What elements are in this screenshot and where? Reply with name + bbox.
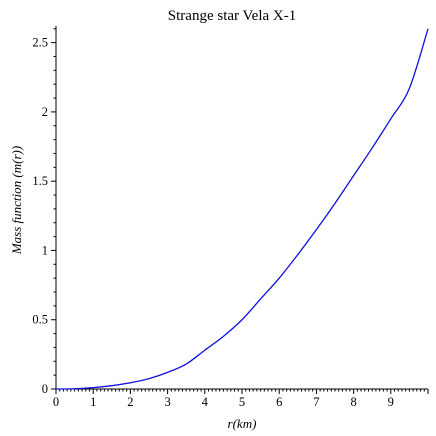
x-tick-label: 7 <box>313 395 319 409</box>
y-tick-label: 1.5 <box>32 174 48 188</box>
plot-area <box>55 28 429 390</box>
x-tick-label: 4 <box>202 395 209 409</box>
x-axis-label: r(km) <box>228 416 257 431</box>
x-tick-label: 1 <box>90 395 96 409</box>
x-tick-label: 3 <box>164 395 170 409</box>
x-tick-label: 0 <box>53 395 59 409</box>
x-tick-label: 2 <box>127 395 133 409</box>
y-tick-label: 0.5 <box>32 313 48 327</box>
x-tick-label: 5 <box>239 395 245 409</box>
y-axis-label: Mass function (m(r)) <box>9 146 24 255</box>
axes: 0 1 2 3 4 5 6 7 8 9 0 0.5 1 1.5 2 2.5 <box>32 26 429 409</box>
x-tick-label: 6 <box>276 395 282 409</box>
y-tick-label: 2 <box>42 105 48 119</box>
y-tick-label: 1 <box>42 243 48 257</box>
chart-title: Strange star Vela X-1 <box>168 8 296 24</box>
series-line <box>55 28 429 390</box>
y-tick-label: 0 <box>42 382 48 396</box>
x-tick-label: 8 <box>350 395 356 409</box>
x-tick-label: 9 <box>388 395 394 409</box>
y-tick-label: 2.5 <box>32 36 48 50</box>
